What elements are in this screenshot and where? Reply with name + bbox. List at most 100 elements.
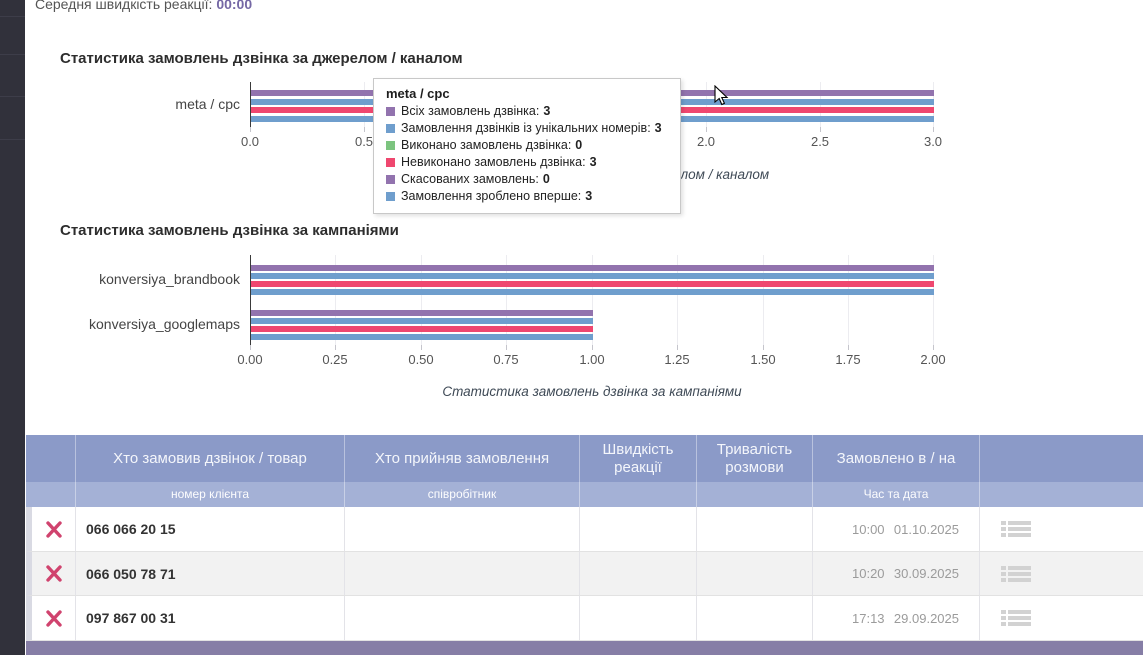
talk-duration-cell <box>697 596 813 640</box>
y-axis-line <box>250 82 251 128</box>
axis-tick <box>820 127 821 132</box>
list-icon[interactable] <box>1001 521 1031 537</box>
axis-tick <box>706 127 707 132</box>
tooltip-item-label: Замовлення дзвінків із унікальних номері… <box>401 121 651 135</box>
legend-swatch-icon <box>386 175 395 184</box>
axis-tick <box>250 345 251 350</box>
chart-tooltip: meta / cpc Всіх замовлень дзвінка: 3 Зам… <box>373 78 681 214</box>
list-icon[interactable] <box>1001 565 1031 582</box>
gridline <box>677 255 678 345</box>
bar-Невиконано замовлень дзвінка[interactable] <box>251 281 934 287</box>
bar-Замовлення зроблено вперше[interactable] <box>251 289 934 295</box>
gridline <box>364 82 365 127</box>
talk-duration-cell <box>697 507 813 551</box>
x-tick: 0.25 <box>322 352 348 367</box>
row-actions-cell <box>980 552 1143 595</box>
header-ordered-at: Замовлено в / на <box>813 435 980 482</box>
sidebar-item[interactable] <box>0 0 25 17</box>
chart-campaign-category-label: konversiya_brandbook <box>99 271 240 287</box>
order-date: 01.10.2025 <box>893 521 959 537</box>
order-date: 30.09.2025 <box>893 566 959 581</box>
table-row[interactable]: 097 867 00 31 17:13 29.09.2025 <box>26 596 1143 641</box>
x-tick: 2.00 <box>920 352 946 367</box>
tooltip-item: Замовлення зроблено вперше: 3 <box>386 188 668 205</box>
tooltip-item: Невиконано замовлень дзвінка: 3 <box>386 154 668 171</box>
subheader-employee: співробітник <box>345 482 580 507</box>
talk-duration-cell <box>697 552 813 595</box>
bar-Замовлення дзвінків із унікальних номерів[interactable] <box>251 273 934 279</box>
sidebar-item[interactable] <box>0 17 25 55</box>
x-tick: 0.0 <box>240 134 260 149</box>
chart-source-title: Статистика замовлень дзвінка за джерелом… <box>60 50 463 67</box>
order-time: 10:00 <box>852 521 885 537</box>
gridline <box>848 255 849 345</box>
legend-swatch-icon <box>386 124 395 133</box>
chart-campaign-title: Статистика замовлень дзвінка за кампанія… <box>60 222 399 239</box>
tooltip-item-label: Невиконано замовлень дзвінка: <box>401 155 586 169</box>
bar-Замовлення дзвінків із унікальних номерів[interactable] <box>251 318 593 324</box>
sidebar-item[interactable] <box>0 97 25 140</box>
client-phone: 066 050 78 71 <box>76 552 345 595</box>
ordered-at-cell: 17:13 29.09.2025 <box>813 596 980 640</box>
subheader-empty <box>26 482 76 507</box>
tooltip-item-value: 3 <box>654 121 662 135</box>
reaction-speed-cell <box>580 596 697 640</box>
subheader-empty <box>697 482 813 507</box>
client-phone: 066 066 20 15 <box>76 507 345 551</box>
x-tick: 1.00 <box>579 352 605 367</box>
delete-order-button[interactable] <box>32 507 76 551</box>
tooltip-item: Скасованих замовлень: 0 <box>386 171 668 188</box>
gridline <box>933 82 934 127</box>
x-tick: 0.50 <box>408 352 434 367</box>
header-talk-duration: Тривалість розмови <box>697 435 813 482</box>
bar-Всіх замовлень дзвінка[interactable] <box>251 265 934 271</box>
delete-order-button[interactable] <box>32 596 76 640</box>
subheader-time-date: Час та дата <box>813 482 980 507</box>
bar-Невиконано замовлень дзвінка[interactable] <box>251 326 593 332</box>
delete-order-button[interactable] <box>32 552 76 595</box>
header-who-accepted: Хто прийняв замовлення <box>345 435 580 482</box>
sidebar-item[interactable] <box>0 55 25 97</box>
legend-swatch-icon <box>386 158 395 167</box>
reaction-speed-cell <box>580 552 697 595</box>
table-footer-bar <box>26 641 1143 655</box>
ordered-at-cell: 10:00 01.10.2025 <box>813 507 980 551</box>
x-tick: 0.00 <box>237 352 263 367</box>
axis-tick <box>364 127 365 132</box>
x-cross-icon <box>45 565 62 582</box>
y-axis-line <box>250 255 251 350</box>
legend-swatch-icon <box>386 107 395 116</box>
client-phone: 097 867 00 31 <box>76 596 345 640</box>
order-time: 17:13 <box>852 610 885 626</box>
ordered-at-cell: 10:20 30.09.2025 <box>813 552 980 595</box>
table-row[interactable]: 066 050 78 71 10:20 30.09.2025 <box>26 552 1143 596</box>
tooltip-item-label: Скасованих замовлень: <box>401 172 539 186</box>
employee-cell <box>345 552 580 595</box>
axis-tick <box>933 345 934 350</box>
subheader-empty <box>580 482 697 507</box>
table-subheader-row: номер клієнта співробітник Час та дата <box>26 482 1143 507</box>
x-tick: 0.75 <box>493 352 519 367</box>
employee-cell <box>345 507 580 551</box>
tooltip-item: Замовлення дзвінків із унікальних номері… <box>386 120 668 137</box>
avg-reaction-value: 00:00 <box>216 0 253 12</box>
table-row[interactable]: 066 066 20 15 10:00 01.10.2025 <box>26 507 1143 552</box>
employee-cell <box>345 596 580 640</box>
bar-Всіх замовлень дзвінка[interactable] <box>251 310 593 316</box>
x-tick: 1.50 <box>750 352 776 367</box>
tooltip-item-value: 3 <box>543 104 551 118</box>
subheader-client-number: номер клієнта <box>76 482 345 507</box>
header-who-ordered: Хто замовив дзвінок / товар <box>76 435 345 482</box>
chart-campaign-caption: Статистика замовлень дзвінка за кампанія… <box>442 384 742 399</box>
tooltip-item-label: Виконано замовлень дзвінка: <box>401 138 572 152</box>
tooltip-item: Всіх замовлень дзвінка: 3 <box>386 103 668 120</box>
bar-Замовлення зроблено вперше[interactable] <box>251 334 593 340</box>
chart-source-category-label: meta / cpc <box>175 96 240 112</box>
legend-swatch-icon <box>386 141 395 150</box>
list-icon[interactable] <box>1001 610 1031 626</box>
avg-reaction-label: Середня швидкість реакції: <box>35 0 213 12</box>
table-header-row: Хто замовив дзвінок / товар Хто прийняв … <box>26 435 1143 482</box>
gridline <box>820 82 821 127</box>
x-tick: 1.75 <box>835 352 861 367</box>
